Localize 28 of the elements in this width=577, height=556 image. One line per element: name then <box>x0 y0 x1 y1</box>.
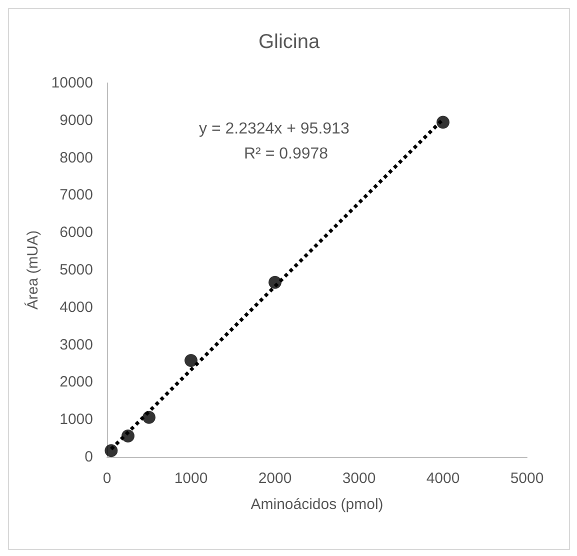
point <box>142 410 156 424</box>
y-tick-label: 10000 <box>51 74 93 92</box>
annotation: R² = 0.9978 <box>244 146 328 162</box>
y-tick-label: 2000 <box>60 374 93 391</box>
y-tick-label: 4000 <box>60 298 93 316</box>
x-axis-title: Aminoácidos (pmol) <box>250 496 384 513</box>
point <box>122 430 134 443</box>
x-tick-label: 2000 <box>258 470 292 487</box>
y-axis-title: Área (mUA) <box>23 230 42 310</box>
y-tick-label: 6000 <box>60 224 93 242</box>
x-tick-label: 3000 <box>342 470 376 487</box>
x-tick-label: 4000 <box>426 470 460 487</box>
y-tick-label: 7000 <box>60 186 93 204</box>
annotation: y = 2.2324x + 95.913 <box>199 120 350 138</box>
y-tick-label: 5000 <box>60 262 93 278</box>
point <box>184 354 198 368</box>
y-tick-label: 0 <box>84 448 93 466</box>
x-tick-label: 5000 <box>510 470 544 487</box>
point <box>104 444 118 458</box>
x-tick-label: 0 <box>102 470 112 487</box>
y-tick-label: 8000 <box>60 149 93 166</box>
point <box>268 276 282 289</box>
y-tick-label: 1000 <box>60 411 93 428</box>
chart-title: Glicina <box>258 31 320 53</box>
point <box>436 116 450 129</box>
x-tick-label: 1000 <box>174 470 208 487</box>
y-tick-label: 3000 <box>60 336 93 354</box>
y-tick-label: 9000 <box>60 112 93 129</box>
